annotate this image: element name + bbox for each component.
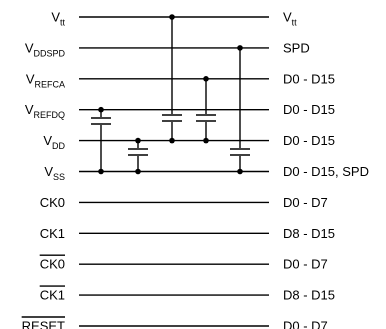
- junction-dot: [203, 76, 209, 82]
- pin-label: CK1: [40, 226, 65, 241]
- destination-label: D0 - D7: [283, 195, 328, 210]
- destination-label: Vtt: [283, 10, 297, 28]
- junction-dot: [135, 168, 141, 175]
- pin-label: VDD: [43, 133, 65, 151]
- decoupling-capacitors: [91, 114, 250, 156]
- pin-label: VREFCA: [26, 71, 65, 89]
- junction-dot: [203, 137, 209, 144]
- destination-label: D0 - D7: [283, 319, 328, 329]
- junction-dot: [98, 168, 104, 175]
- destination-label: D0 - D15: [283, 133, 335, 148]
- junction-dot: [169, 14, 175, 20]
- right-destination-labels: Vtt SPD D0 - D15 D0 - D15 D0 - D15 D0 - D15, …: [283, 10, 369, 329]
- destination-label: D0 - D15: [283, 71, 335, 86]
- connection-wires: [100, 17, 241, 172]
- destination-label: D8 - D15: [283, 226, 335, 241]
- capacitor-gap: [162, 114, 182, 122]
- pin-label: VREFDQ: [25, 102, 65, 120]
- left-pin-labels: Vtt VDDSPD VREFCA VREFDQ VDD VSS CK0 CK1 CK0 CK1 R…: [21, 10, 66, 329]
- junction-dots: [98, 14, 243, 175]
- junction-dot: [237, 168, 243, 175]
- junction-dot: [237, 45, 243, 51]
- pin-label: CK0: [40, 257, 65, 272]
- capacitor-gap: [128, 148, 148, 156]
- pin-label: VDDSPD: [25, 40, 66, 58]
- destination-label: D0 - D15: [283, 102, 335, 117]
- pin-label: VSS: [44, 164, 65, 182]
- destination-label: SPD: [283, 40, 310, 55]
- pin-label: CK0: [40, 195, 65, 210]
- capacitor-gap: [230, 148, 250, 156]
- junction-dot: [98, 106, 104, 113]
- destination-label: D0 - D7: [283, 257, 328, 272]
- capacitor-gap: [196, 114, 216, 122]
- capacitor-gap: [91, 117, 111, 125]
- pin-label: Vtt: [51, 10, 65, 28]
- pin-label: CK1: [40, 288, 65, 303]
- junction-dot: [135, 137, 141, 144]
- pin-label: RESET: [22, 319, 65, 329]
- destination-label: D8 - D15: [283, 288, 335, 303]
- destination-label: D0 - D15, SPD: [283, 164, 369, 179]
- junction-dot: [169, 137, 175, 144]
